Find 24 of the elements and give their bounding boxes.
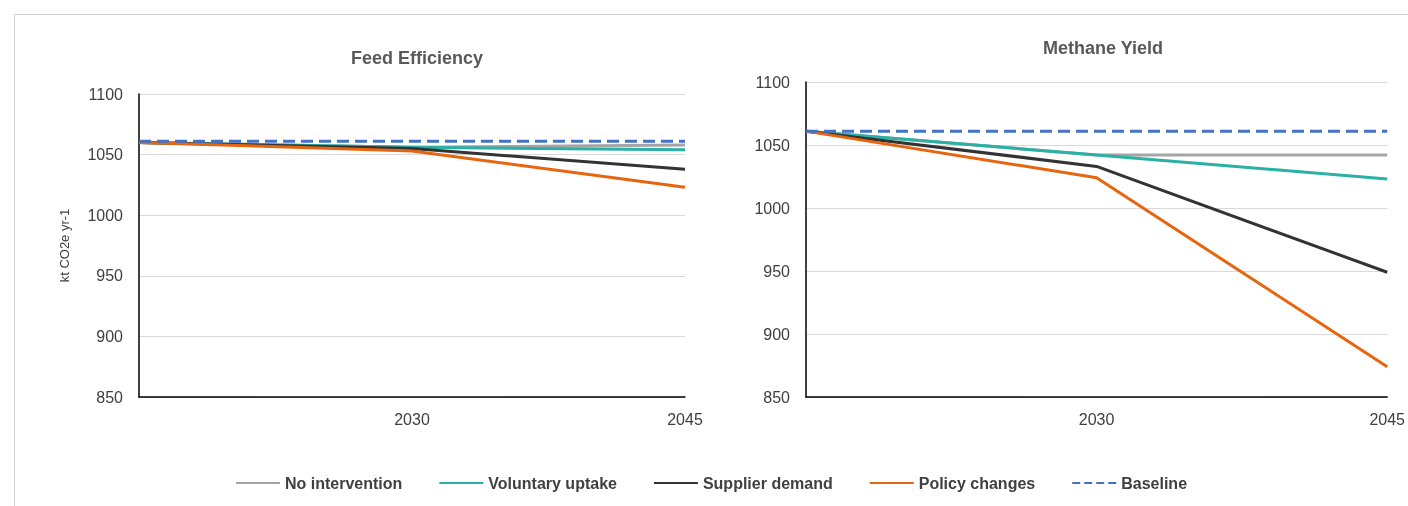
x-tick-label: 2045 [1369,410,1406,428]
y-tick-label: 900 [763,325,791,343]
chart-title: Methane Yield [1042,38,1164,58]
y-tick-label: 850 [763,388,791,406]
legend-label: Supplier demand [702,474,833,492]
y-axis-title: kt CO2e yr-1 [57,208,72,283]
legend-label: No intervention [284,474,403,492]
y-tick-label: 1000 [754,199,791,217]
y-tick-label: 950 [763,262,791,280]
legend-label: Voluntary uptake [488,474,618,492]
y-tick-label: 1100 [755,73,791,91]
y-tick-label: 950 [96,267,124,285]
y-tick-label: 1050 [754,136,791,154]
y-tick-label: 1000 [87,206,124,224]
y-tick-label: 1100 [88,85,124,103]
legend-label: Policy changes [918,474,1036,492]
y-tick-label: 900 [96,327,124,345]
x-tick-label: 2045 [667,410,703,428]
chart-title: Feed Efficiency [350,48,484,68]
y-tick-label: 1050 [87,146,124,164]
y-tick-label: 850 [96,388,124,406]
x-tick-label: 2030 [394,410,430,428]
legend-label: Baseline [1121,474,1188,492]
x-tick-label: 2030 [1078,410,1115,428]
